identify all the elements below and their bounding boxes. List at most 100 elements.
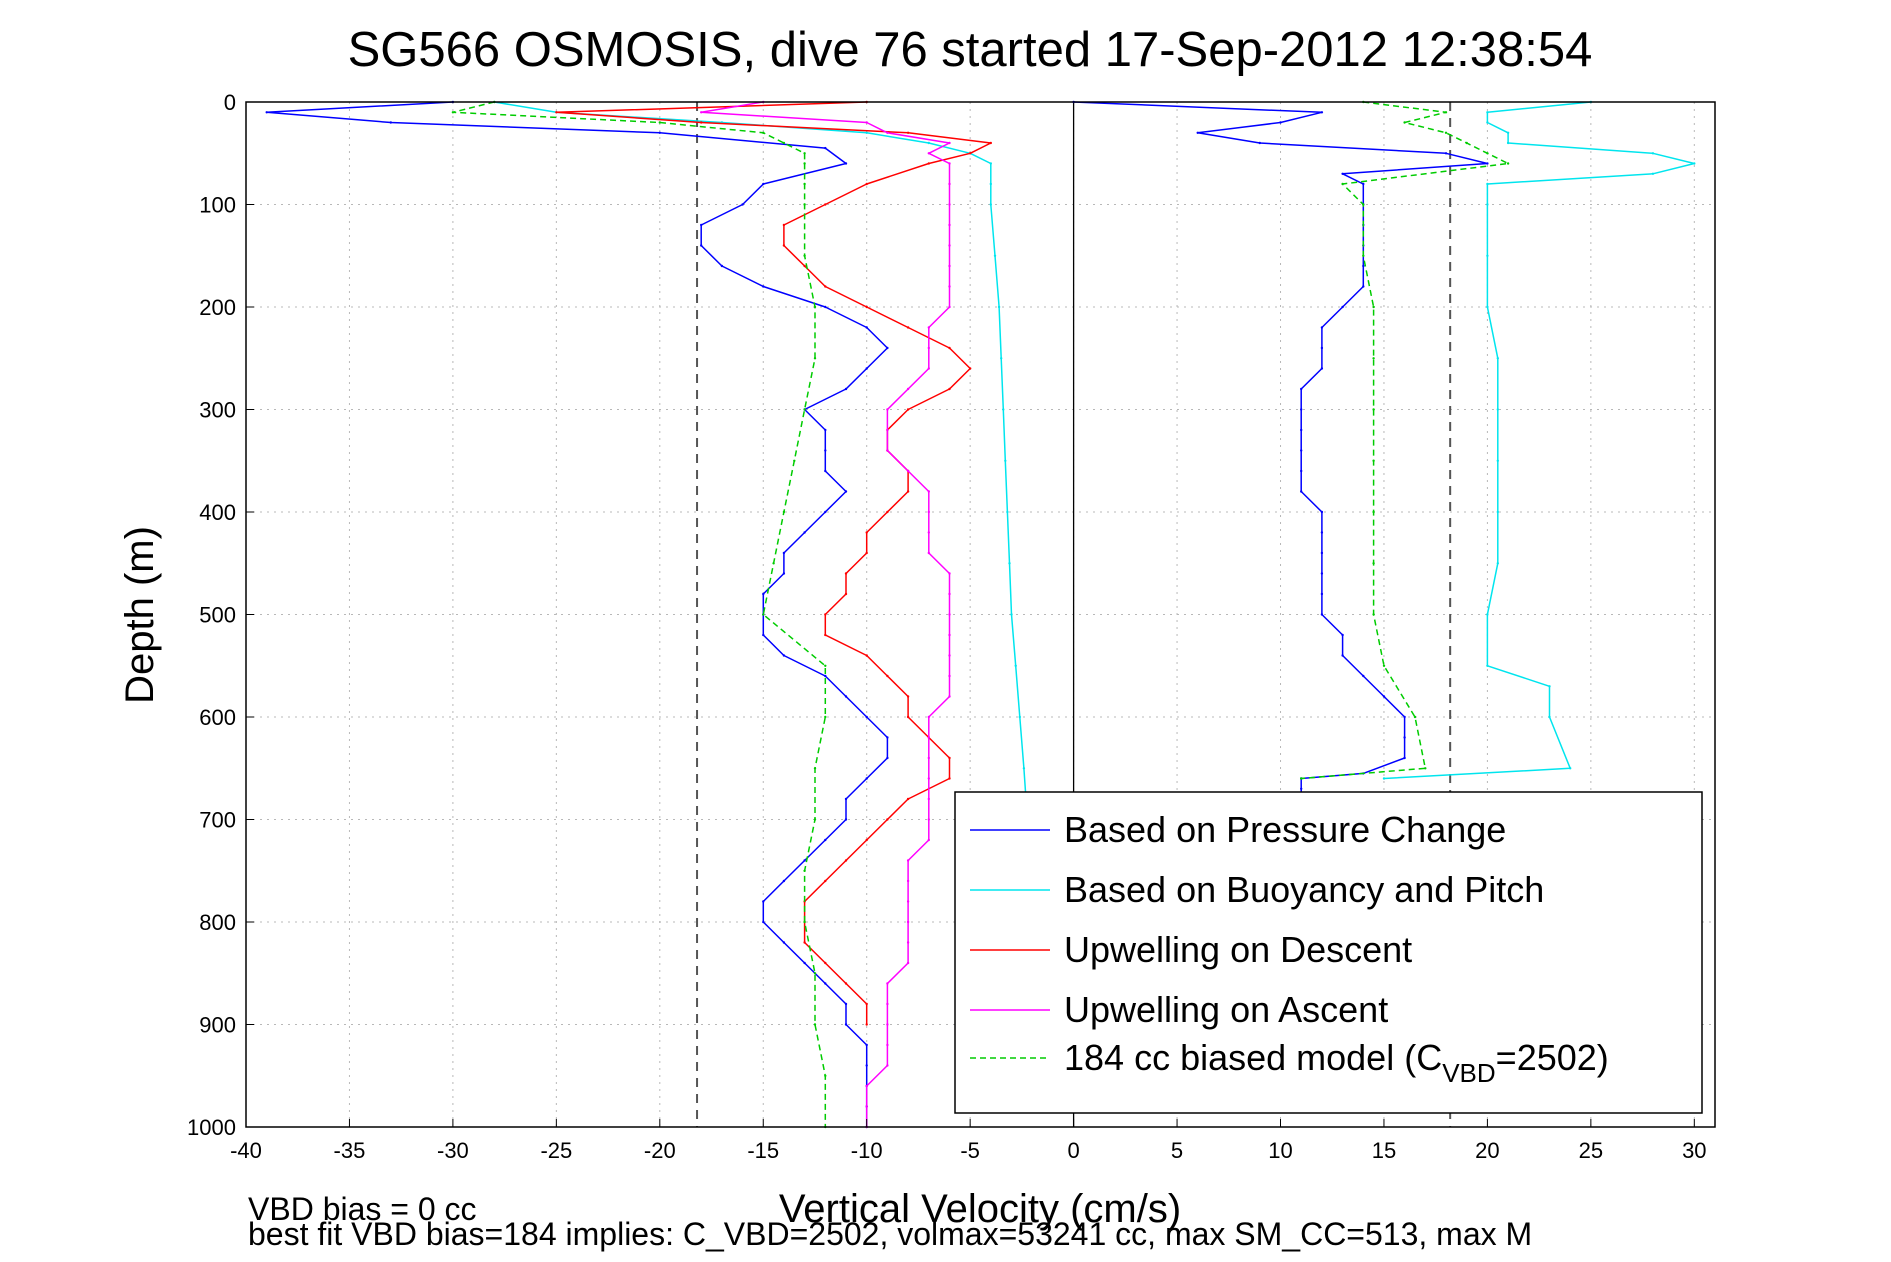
data-point: [1320, 367, 1324, 370]
data-point: [906, 326, 910, 329]
data-point: [948, 223, 951, 227]
data-point: [865, 367, 868, 370]
data-point: [927, 777, 930, 780]
legend-label: Based on Buoyancy and Pitch: [1064, 869, 1544, 910]
legend-label-subscript: VBD: [1442, 1058, 1495, 1088]
data-point: [1300, 387, 1303, 391]
data-point: [265, 111, 268, 114]
data-point: [813, 1023, 817, 1026]
data-point: [927, 326, 930, 329]
data-point: [720, 264, 724, 268]
data-point: [906, 961, 910, 965]
data-point: [1196, 131, 1199, 134]
x-tick-label: 0: [1067, 1138, 1079, 1163]
data-point: [865, 305, 868, 309]
data-point: [1341, 182, 1344, 186]
data-point: [782, 654, 786, 657]
data-point: [865, 1084, 868, 1088]
data-point: [1320, 326, 1324, 329]
data-point: [993, 254, 997, 257]
data-point: [1506, 141, 1510, 145]
legend-label: Upwelling on Ascent: [1064, 989, 1388, 1030]
y-tick-label: 700: [199, 808, 236, 833]
data-point: [927, 162, 930, 165]
data-point: [865, 1023, 868, 1026]
data-point: [803, 254, 806, 257]
data-point: [824, 633, 827, 637]
data-point: [948, 162, 951, 165]
data-point: [824, 510, 827, 514]
series-upwelling-on-ascent: [700, 100, 951, 1129]
data-point: [1300, 777, 1303, 780]
data-point: [1320, 346, 1324, 350]
data-point: [700, 121, 703, 124]
data-point: [1014, 664, 1017, 667]
data-point: [1486, 121, 1489, 124]
data-point: [927, 551, 930, 555]
data-point: [803, 182, 806, 186]
data-point: [927, 797, 930, 801]
data-point: [886, 818, 889, 821]
data-point: [824, 961, 827, 965]
y-tick-label: 900: [199, 1013, 236, 1038]
data-point: [948, 592, 951, 596]
data-point: [865, 1043, 868, 1047]
data-point: [793, 459, 796, 462]
data-point: [813, 767, 817, 770]
data-point: [1372, 357, 1375, 360]
data-point: [1486, 254, 1489, 257]
data-point: [803, 408, 806, 411]
data-point: [865, 838, 868, 842]
data-point: [844, 1002, 848, 1006]
data-point: [948, 285, 951, 288]
data-point: [989, 141, 992, 145]
data-point: [969, 152, 972, 155]
data-point: [927, 141, 930, 145]
y-axis-label: Depth (m): [118, 526, 162, 704]
legend-label-suffix: =2502): [1496, 1037, 1609, 1078]
data-point: [1403, 756, 1406, 760]
data-point: [886, 131, 889, 134]
data-point: [1403, 121, 1406, 124]
data-point: [762, 285, 765, 288]
data-point: [1372, 613, 1375, 616]
y-tick-label: 600: [199, 705, 236, 730]
data-point: [865, 551, 868, 555]
data-point: [555, 111, 558, 114]
data-point: [906, 131, 910, 134]
data-point: [1548, 715, 1551, 719]
data-point: [865, 121, 868, 124]
data-point: [865, 1064, 868, 1067]
data-point: [1372, 459, 1375, 462]
data-point: [762, 900, 765, 903]
data-point: [989, 182, 992, 186]
data-point: [1341, 305, 1344, 309]
data-point: [927, 756, 930, 760]
y-tick-label: 1000: [187, 1115, 236, 1140]
y-tick-label: 0: [224, 90, 236, 115]
data-point: [1300, 490, 1303, 493]
data-point: [948, 654, 951, 657]
data-point: [906, 859, 910, 862]
data-point: [803, 203, 806, 206]
data-point: [906, 695, 910, 698]
data-point: [1300, 787, 1303, 790]
data-point: [1651, 172, 1655, 175]
data-point: [1486, 182, 1489, 186]
data-point: [658, 121, 661, 124]
data-point: [824, 449, 827, 452]
data-point: [1569, 767, 1572, 770]
data-point: [803, 152, 806, 155]
data-point: [865, 777, 868, 780]
data-point: [1465, 141, 1468, 145]
data-point: [948, 346, 951, 350]
data-point: [1372, 510, 1375, 514]
data-point: [1496, 357, 1500, 360]
data-point: [1496, 459, 1500, 462]
x-tick-label: 10: [1268, 1138, 1292, 1163]
data-point: [1300, 469, 1303, 473]
data-point: [1372, 305, 1375, 309]
data-point: [886, 674, 889, 678]
data-point: [844, 592, 848, 596]
data-point: [762, 592, 765, 596]
